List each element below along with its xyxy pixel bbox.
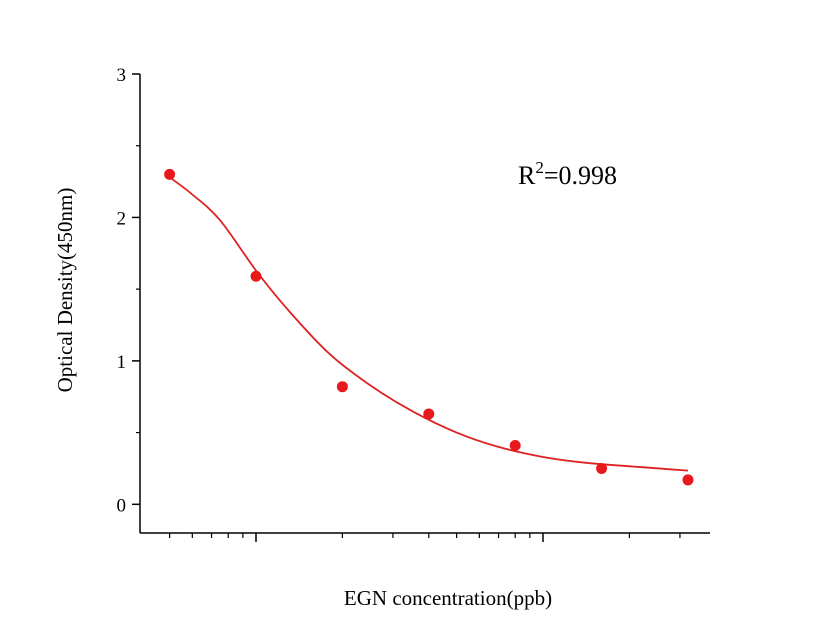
y-ticks: 0 1 2 3 [117,65,140,516]
r-squared-superscript: 2 [535,158,544,177]
r-squared-value: =0.998 [544,161,617,190]
r-squared-prefix: R [518,161,536,190]
data-point [336,381,348,393]
y-tick-label: 1 [117,352,127,373]
data-point [509,440,521,452]
data-point [164,168,176,180]
data-point [250,270,262,282]
r-squared-annotation: R2=0.998 [518,158,617,190]
data-point [596,462,608,474]
axes [139,74,710,534]
y-axis-title: Optical Density(450nm) [53,188,77,393]
fit-curve-layer [169,176,689,472]
data-points-layer [164,168,694,486]
x-axis-title: EGN concentration(ppb) [344,586,552,610]
y-tick-label: 3 [117,65,127,86]
y-tick-label: 0 [117,495,127,516]
data-point [682,474,694,486]
x-ticks [169,533,681,542]
data-point [423,408,435,420]
y-tick-label: 2 [117,208,127,229]
fit-curve [169,176,689,472]
